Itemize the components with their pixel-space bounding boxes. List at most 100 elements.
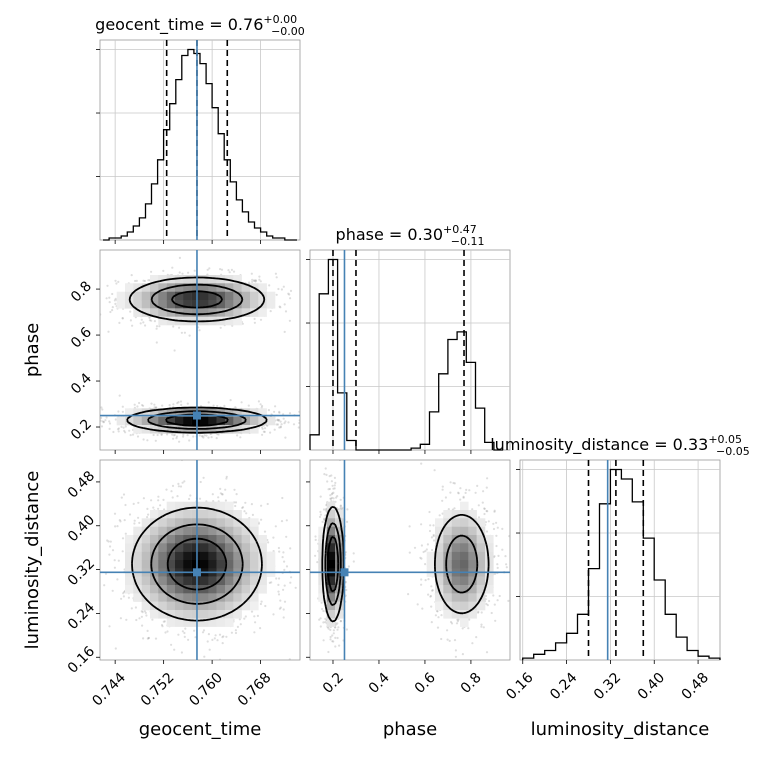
sample-point bbox=[146, 629, 149, 633]
hist-title: phase = 0.30+0.47 −0.11 bbox=[336, 223, 485, 248]
density-cell bbox=[200, 408, 209, 417]
sample-point bbox=[224, 488, 227, 491]
density-cell bbox=[141, 308, 151, 317]
sample-point bbox=[136, 435, 140, 438]
density-cell bbox=[208, 283, 217, 292]
sample-point bbox=[212, 404, 215, 407]
sample-point bbox=[319, 513, 322, 516]
density-cell bbox=[208, 543, 217, 552]
density-cell bbox=[233, 510, 242, 519]
sample-point bbox=[324, 617, 327, 620]
sample-point bbox=[124, 425, 127, 428]
density-cell bbox=[150, 610, 159, 619]
sample-point bbox=[239, 623, 242, 626]
sample-point bbox=[302, 424, 304, 426]
sample-point bbox=[298, 410, 300, 413]
sample-point bbox=[116, 428, 120, 431]
density-cell bbox=[216, 551, 226, 561]
sample-point bbox=[277, 546, 280, 550]
sample-point bbox=[118, 394, 121, 397]
sample-point bbox=[109, 540, 112, 543]
sample-point bbox=[117, 427, 120, 430]
density-cell bbox=[158, 518, 167, 527]
sample-point bbox=[339, 508, 342, 511]
sample-point bbox=[282, 551, 285, 554]
sample-point bbox=[336, 636, 339, 640]
sample-point bbox=[183, 480, 186, 483]
density-cell bbox=[183, 300, 192, 309]
sample-point bbox=[221, 493, 224, 496]
sample-point bbox=[152, 433, 155, 437]
sample-point bbox=[227, 269, 230, 272]
density-cell bbox=[241, 543, 251, 552]
sample-point bbox=[113, 559, 116, 562]
density-cell bbox=[150, 543, 159, 552]
sample-point bbox=[305, 426, 307, 428]
density-cell bbox=[125, 416, 134, 426]
density-cell bbox=[125, 551, 134, 561]
sample-point bbox=[137, 501, 140, 504]
density-cell bbox=[158, 300, 167, 309]
sample-point bbox=[96, 430, 98, 432]
sample-point bbox=[219, 487, 222, 490]
sample-point bbox=[261, 427, 264, 430]
sample-point bbox=[121, 405, 124, 408]
title-main: geocent_time = 0.76 bbox=[95, 15, 263, 35]
sample-point bbox=[118, 321, 121, 324]
sample-point bbox=[322, 639, 325, 642]
sample-point bbox=[100, 313, 102, 316]
sample-point bbox=[302, 324, 304, 326]
density-cell bbox=[191, 510, 201, 519]
histogram-geocent_time bbox=[103, 48, 297, 241]
density-cell bbox=[166, 576, 176, 586]
sample-point bbox=[244, 615, 247, 618]
density-cell bbox=[208, 551, 217, 561]
hist-panel-luminosity_distance: luminosity_distance = 0.33+0.05 −0.05 bbox=[490, 433, 750, 664]
sample-point bbox=[136, 405, 139, 408]
density-cell bbox=[250, 300, 259, 309]
sample-point bbox=[336, 495, 339, 498]
density-cell bbox=[241, 585, 251, 594]
sample-point bbox=[113, 566, 116, 569]
sample-point bbox=[108, 420, 111, 423]
density-cell bbox=[175, 291, 184, 301]
density-cell bbox=[250, 518, 259, 527]
sample-point bbox=[97, 599, 99, 601]
density-cell bbox=[233, 551, 242, 561]
sample-point bbox=[198, 434, 201, 437]
sample-point bbox=[177, 401, 180, 404]
density-cell bbox=[158, 576, 167, 586]
sample-point bbox=[250, 503, 253, 506]
sample-point bbox=[161, 625, 164, 628]
sample-point bbox=[260, 504, 263, 507]
sample-point bbox=[244, 501, 247, 504]
sample-point bbox=[282, 588, 285, 591]
density-cell bbox=[183, 308, 192, 317]
sample-point bbox=[243, 617, 246, 620]
sample-point bbox=[122, 595, 125, 598]
sample-point bbox=[254, 279, 257, 282]
sample-point bbox=[221, 642, 224, 645]
sample-point bbox=[142, 404, 145, 407]
sample-point bbox=[259, 602, 262, 606]
sample-point bbox=[207, 401, 210, 404]
sample-point bbox=[278, 418, 281, 422]
sample-point bbox=[284, 420, 287, 423]
sample-point bbox=[275, 293, 278, 296]
density-cell bbox=[191, 601, 201, 611]
sample-point bbox=[288, 293, 291, 296]
density-cell bbox=[166, 425, 176, 434]
sample-point bbox=[216, 404, 219, 408]
sample-point bbox=[307, 421, 309, 423]
density-cell bbox=[266, 416, 276, 426]
sample-point bbox=[160, 433, 163, 436]
sample-point bbox=[100, 425, 104, 428]
sample-point bbox=[292, 423, 296, 426]
sample-point bbox=[277, 287, 280, 291]
sample-point bbox=[241, 322, 244, 325]
density-cell bbox=[241, 308, 251, 317]
density-cell bbox=[175, 560, 184, 569]
sample-point bbox=[138, 521, 141, 525]
sample-point bbox=[321, 607, 324, 611]
density-cell bbox=[233, 308, 242, 317]
